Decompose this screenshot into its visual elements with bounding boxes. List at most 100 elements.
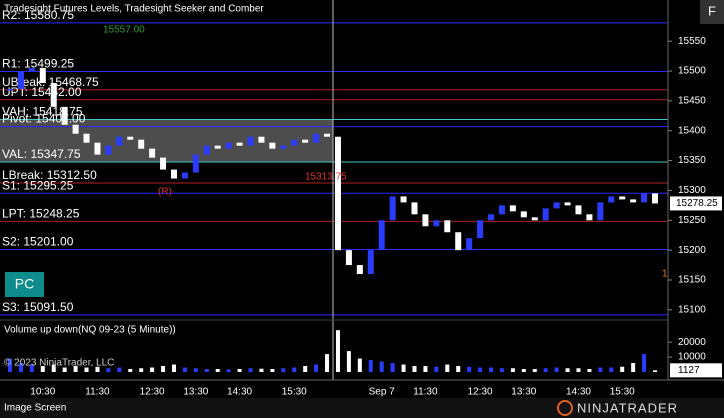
candle [280, 145, 287, 149]
volume-bar [292, 367, 297, 372]
volume-bar [281, 368, 286, 372]
y-tick-label: 15500 [678, 66, 706, 77]
f-button-label[interactable]: F [708, 3, 716, 18]
candle [575, 205, 582, 215]
volume-bar [150, 367, 155, 372]
volume-bar [128, 369, 133, 372]
f-button[interactable] [700, 0, 724, 24]
candle [597, 202, 604, 221]
volume-bar [335, 330, 340, 372]
candle [411, 202, 418, 215]
volume-bar [499, 368, 504, 372]
candle [400, 196, 407, 203]
volume-bar [401, 364, 406, 372]
volume-bar [325, 354, 330, 372]
candle [116, 136, 123, 146]
x-tick-label: 13:30 [511, 387, 536, 398]
candle [160, 157, 167, 170]
volume-bar [412, 366, 417, 372]
level-label: S3: 15091.50 [2, 300, 74, 314]
brand-name: NINJATRADER [577, 400, 678, 415]
volume-bar [631, 363, 636, 372]
volume-bar [259, 368, 264, 372]
candle [181, 172, 188, 179]
candle [586, 214, 593, 221]
volume-bar [226, 369, 231, 372]
y-tick-label: 15250 [678, 215, 706, 226]
volume-bar [445, 364, 450, 372]
brand-logo [557, 400, 573, 416]
x-tick-label: 12:30 [140, 387, 165, 398]
pc-button[interactable] [5, 272, 44, 297]
y-tick-label: 15100 [678, 304, 706, 315]
candle [72, 124, 79, 134]
volume-bar [51, 364, 56, 372]
candle [192, 154, 199, 173]
candle [455, 232, 462, 251]
volume-bar [204, 369, 209, 372]
copyright: © 2023 NinjaTrader, LLC [4, 358, 114, 369]
volume-bar [456, 366, 461, 372]
volume-bar [379, 361, 384, 372]
candle [378, 220, 385, 251]
volume-bar [270, 369, 275, 372]
candle [542, 208, 549, 221]
candle [203, 145, 210, 155]
x-tick-label: Sep 7 [369, 387, 396, 398]
volume-tick-label: 10000 [678, 352, 706, 363]
x-tick-label: 15:30 [610, 387, 635, 398]
candle [28, 68, 35, 72]
x-tick-label: 15:30 [282, 387, 307, 398]
candle [444, 220, 451, 233]
volume-bar [390, 363, 395, 372]
pc-button-label[interactable]: PC [15, 276, 34, 292]
candle [269, 142, 276, 149]
candle [7, 88, 13, 91]
volume-bar [357, 358, 362, 372]
green-level-label: 15557.00 [103, 25, 145, 36]
candle [247, 136, 254, 146]
volume-bar [237, 369, 242, 372]
volume-tick-label: 20000 [678, 337, 706, 348]
lbreak-mark: 15313.75 [305, 172, 347, 183]
volume-bar [62, 367, 67, 372]
candle [313, 133, 320, 143]
candle [564, 202, 571, 206]
price-panel: R2: 15580.75 R1: 15499.25 UBreak: 15468.75… [0, 8, 722, 398]
candle [520, 211, 527, 218]
candle [94, 142, 101, 155]
volume-current-label: 1127 [678, 365, 700, 376]
current-price-box [670, 196, 722, 211]
volume-bar [161, 366, 166, 372]
y-tick-label: 15400 [678, 125, 706, 136]
candle [422, 214, 429, 227]
candle [652, 193, 658, 204]
candle [127, 136, 134, 140]
volume-bar [609, 367, 614, 372]
volume-bar [95, 366, 100, 372]
candle [488, 214, 495, 221]
x-tick-label: 11:30 [413, 387, 438, 398]
volume-bar [423, 366, 428, 372]
level-label: LPT: 15248.25 [2, 207, 80, 221]
candle [324, 133, 331, 137]
volume-bar [598, 367, 603, 372]
volume-bar [171, 364, 176, 372]
volume-bar [117, 367, 122, 372]
volume-bar [653, 370, 657, 372]
candle [509, 205, 516, 212]
level-label: UPT: 15452.00 [2, 85, 82, 99]
volume-bar [510, 368, 515, 372]
candle [258, 136, 265, 143]
volume-bar [18, 363, 23, 372]
candle [138, 139, 145, 149]
candle [630, 199, 637, 203]
candle [466, 238, 473, 251]
volume-bar [565, 368, 570, 372]
candle [39, 68, 46, 83]
candle [553, 202, 560, 209]
volume-bar [106, 368, 111, 372]
y-tick-label: 15300 [678, 185, 706, 196]
